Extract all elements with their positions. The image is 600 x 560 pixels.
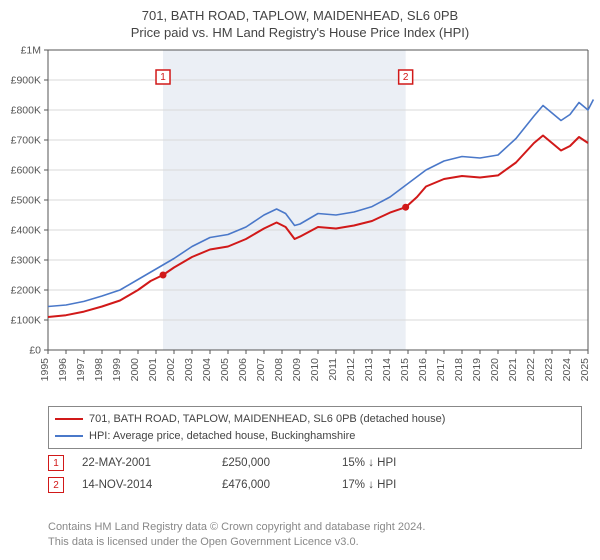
marker-row: 1 22-MAY-2001£250,00015% ↓ HPI bbox=[48, 452, 568, 474]
x-axis-label: 1999 bbox=[111, 358, 123, 382]
marker-price: £476,000 bbox=[222, 479, 342, 491]
marker-num-1: 1 bbox=[160, 72, 166, 83]
y-axis-label: £400K bbox=[11, 225, 41, 237]
legend: 701, BATH ROAD, TAPLOW, MAIDENHEAD, SL6 … bbox=[48, 406, 582, 449]
line-chart: £0£100K£200K£300K£400K£500K£600K£700K£80… bbox=[48, 50, 588, 380]
x-axis-label: 2020 bbox=[489, 358, 501, 382]
x-axis-label: 2021 bbox=[507, 358, 519, 382]
x-axis-label: 2023 bbox=[543, 358, 555, 382]
x-axis-label: 2004 bbox=[201, 358, 213, 382]
marker-point-1 bbox=[160, 272, 167, 279]
marker-point-2 bbox=[402, 204, 409, 211]
x-axis-label: 1996 bbox=[57, 358, 69, 382]
y-axis-label: £600K bbox=[11, 165, 41, 177]
x-axis-label: 2010 bbox=[309, 358, 321, 382]
x-axis-label: 2014 bbox=[381, 358, 393, 382]
marker-row: 2 14-NOV-2014£476,00017% ↓ HPI bbox=[48, 474, 568, 496]
y-axis-label: £500K bbox=[11, 195, 41, 207]
x-axis-label: 2006 bbox=[237, 358, 249, 382]
y-axis-label: £800K bbox=[11, 105, 41, 117]
legend-item: HPI: Average price, detached house, Buck… bbox=[55, 428, 575, 445]
attribution-footer: Contains HM Land Registry data © Crown c… bbox=[48, 520, 568, 550]
x-axis-label: 2015 bbox=[399, 358, 411, 382]
x-axis-label: 2016 bbox=[417, 358, 429, 382]
x-axis-label: 2008 bbox=[273, 358, 285, 382]
x-axis-label: 1998 bbox=[93, 358, 105, 382]
chart-area: £0£100K£200K£300K£400K£500K£600K£700K£80… bbox=[48, 50, 588, 380]
x-axis-label: 2024 bbox=[561, 358, 573, 382]
x-axis-label: 2019 bbox=[471, 358, 483, 382]
x-axis-label: 2013 bbox=[363, 358, 375, 382]
legend-item: 701, BATH ROAD, TAPLOW, MAIDENHEAD, SL6 … bbox=[55, 411, 575, 428]
legend-label: HPI: Average price, detached house, Buck… bbox=[89, 428, 355, 445]
x-axis-label: 2005 bbox=[219, 358, 231, 382]
marker-table: 1 22-MAY-2001£250,00015% ↓ HPI 2 14-NOV-201… bbox=[48, 452, 568, 496]
chart-container: 701, BATH ROAD, TAPLOW, MAIDENHEAD, SL6 … bbox=[0, 0, 600, 560]
legend-label: 701, BATH ROAD, TAPLOW, MAIDENHEAD, SL6 … bbox=[89, 411, 445, 428]
legend-swatch bbox=[55, 418, 83, 420]
y-axis-label: £0 bbox=[29, 345, 41, 357]
x-axis-label: 2012 bbox=[345, 358, 357, 382]
marker-pct: 15% ↓ HPI bbox=[342, 457, 502, 469]
legend-swatch bbox=[55, 435, 83, 437]
footer-line-1: Contains HM Land Registry data © Crown c… bbox=[48, 520, 568, 535]
title-address: 701, BATH ROAD, TAPLOW, MAIDENHEAD, SL6 … bbox=[0, 0, 600, 23]
x-axis-label: 2011 bbox=[327, 358, 339, 381]
y-axis-label: £200K bbox=[11, 285, 41, 297]
x-axis-label: 2009 bbox=[291, 358, 303, 382]
x-axis-label: 1995 bbox=[39, 358, 51, 382]
y-axis-label: £300K bbox=[11, 255, 41, 267]
x-axis-label: 2022 bbox=[525, 358, 537, 382]
marker-num-2: 2 bbox=[403, 72, 409, 83]
x-axis-label: 2003 bbox=[183, 358, 195, 382]
marker-row-box: 2 bbox=[48, 477, 64, 493]
marker-date: 14-NOV-2014 bbox=[82, 479, 222, 491]
title-subtitle: Price paid vs. HM Land Registry's House … bbox=[0, 23, 600, 40]
x-axis-label: 2025 bbox=[579, 358, 591, 382]
x-axis-label: 2002 bbox=[165, 358, 177, 382]
marker-row-box: 1 bbox=[48, 455, 64, 471]
x-axis-label: 2000 bbox=[129, 358, 141, 382]
marker-price: £250,000 bbox=[222, 457, 342, 469]
x-axis-label: 2001 bbox=[147, 358, 159, 382]
x-axis-label: 2017 bbox=[435, 358, 447, 382]
y-axis-label: £900K bbox=[11, 75, 41, 87]
y-axis-label: £100K bbox=[11, 315, 41, 327]
y-axis-label: £700K bbox=[11, 135, 41, 147]
x-axis-label: 2018 bbox=[453, 358, 465, 382]
y-axis-label: £1M bbox=[21, 45, 41, 57]
x-axis-label: 2007 bbox=[255, 358, 267, 382]
footer-line-2: This data is licensed under the Open Gov… bbox=[48, 535, 568, 550]
marker-pct: 17% ↓ HPI bbox=[342, 479, 502, 491]
marker-date: 22-MAY-2001 bbox=[82, 457, 222, 469]
x-axis-label: 1997 bbox=[75, 358, 87, 382]
